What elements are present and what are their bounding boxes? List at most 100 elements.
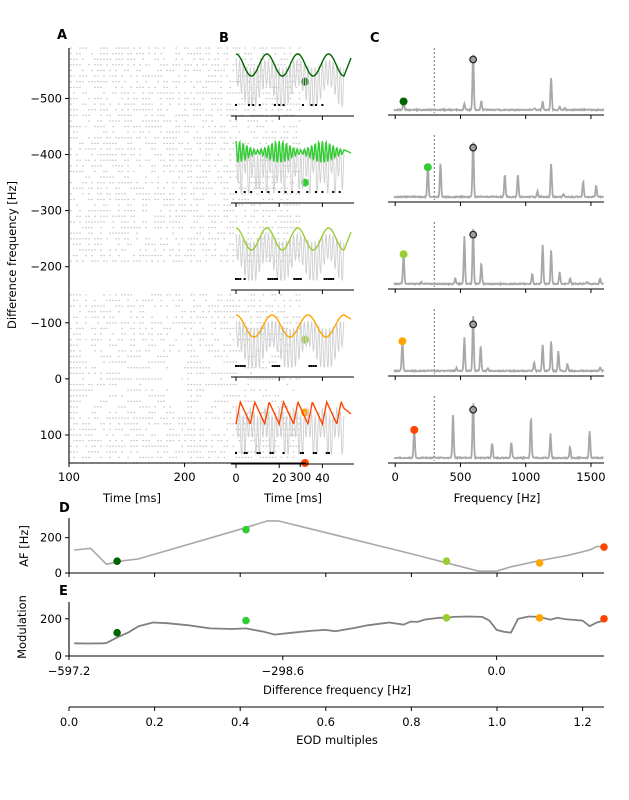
raster-spike [271, 333, 274, 335]
raster-spike [76, 165, 78, 167]
raster-spike [112, 120, 114, 122]
raster-spike [76, 81, 78, 83]
raster-spike [91, 69, 93, 72]
raster-spike [262, 182, 265, 184]
spike-dot [312, 452, 315, 454]
raster-spike [247, 260, 250, 262]
raster-spike [139, 333, 141, 335]
raster-spike [109, 182, 111, 184]
raster-spike [166, 120, 168, 122]
raster-spike [280, 137, 283, 139]
raster-spike [76, 383, 78, 386]
raster-spike [199, 198, 201, 201]
raster-spike [259, 47, 262, 49]
raster-spike [256, 378, 259, 380]
raster-spike [127, 389, 129, 391]
raster-spike [292, 456, 295, 459]
raster-spike [196, 367, 198, 369]
raster-spike [280, 226, 283, 229]
raster-spike [271, 226, 274, 229]
raster-spike [262, 215, 265, 217]
raster-spike [118, 243, 120, 245]
raster-spike [145, 193, 147, 195]
raster-spike [214, 142, 216, 144]
raster-spike [256, 311, 259, 313]
raster-spike [298, 53, 301, 55]
raster-spike [154, 154, 156, 156]
raster-spike [283, 193, 286, 195]
raster-spike [172, 137, 174, 139]
raster-spike [76, 254, 78, 257]
raster-spike [223, 316, 226, 318]
raster-spike [262, 451, 265, 453]
raster-spike [76, 361, 78, 363]
raster-spike [250, 221, 253, 223]
raster-spike [136, 137, 138, 139]
raster-spike [268, 198, 271, 201]
raster-spike [130, 142, 132, 144]
raster-spike [232, 299, 235, 302]
raster-spike [289, 86, 292, 88]
raster-spike [82, 378, 84, 380]
raster-spike [262, 243, 265, 245]
raster-spike [199, 165, 201, 167]
raster-spike [169, 154, 171, 156]
raster-spike [130, 378, 132, 380]
raster-spike [280, 109, 283, 111]
raster-spike [199, 322, 201, 324]
raster-spike [208, 226, 210, 229]
raster-spike [121, 92, 123, 94]
raster-spike [103, 294, 105, 296]
raster-spike [166, 238, 168, 240]
raster-spike [172, 142, 174, 144]
raster-spike [94, 75, 96, 77]
raster-spike [184, 125, 186, 128]
raster-spike [76, 451, 78, 453]
raster-spike [70, 260, 72, 262]
raster-spike [283, 232, 286, 234]
raster-spike [118, 182, 120, 184]
raster-spike [160, 75, 162, 77]
raster-spike [145, 249, 147, 251]
raster-spike [274, 187, 277, 189]
raster-spike [100, 221, 102, 223]
raster-spike [226, 311, 229, 313]
raster-spike [130, 210, 132, 212]
raster-spike [121, 260, 123, 262]
raster-spike [193, 221, 195, 223]
raster-spike [109, 383, 111, 386]
raster-spike [172, 232, 174, 234]
raster-spike [247, 254, 250, 257]
raster-spike [256, 187, 259, 189]
raster-spike [190, 154, 192, 156]
raster-spike [133, 440, 135, 442]
raster-spike [238, 198, 241, 201]
raster-spike [181, 154, 183, 156]
raster-spike [79, 372, 81, 374]
raster-spike [121, 445, 123, 447]
raster-spike [244, 260, 247, 262]
raster-spike [73, 451, 75, 453]
raster-spike [217, 339, 219, 341]
raster-spike [244, 423, 247, 425]
raster-spike [244, 165, 247, 167]
raster-spike [121, 109, 123, 111]
raster-spike [295, 322, 298, 324]
raster-spike [91, 445, 93, 447]
spike-dot [235, 191, 237, 193]
raster-spike [196, 389, 198, 391]
raster-spike [133, 210, 135, 212]
raster-spike [229, 109, 232, 111]
raster-spike [127, 109, 129, 111]
raster-spike [178, 170, 180, 173]
raster-spike [151, 434, 153, 436]
raster-spike [253, 92, 256, 94]
raster-spike [199, 395, 201, 397]
raster-spike [91, 198, 93, 201]
raster-spike [196, 260, 198, 262]
raster-spike [193, 249, 195, 251]
raster-spike [223, 142, 226, 144]
raster-spike [220, 47, 222, 49]
raster-spike [205, 445, 207, 447]
raster-spike [70, 305, 72, 307]
